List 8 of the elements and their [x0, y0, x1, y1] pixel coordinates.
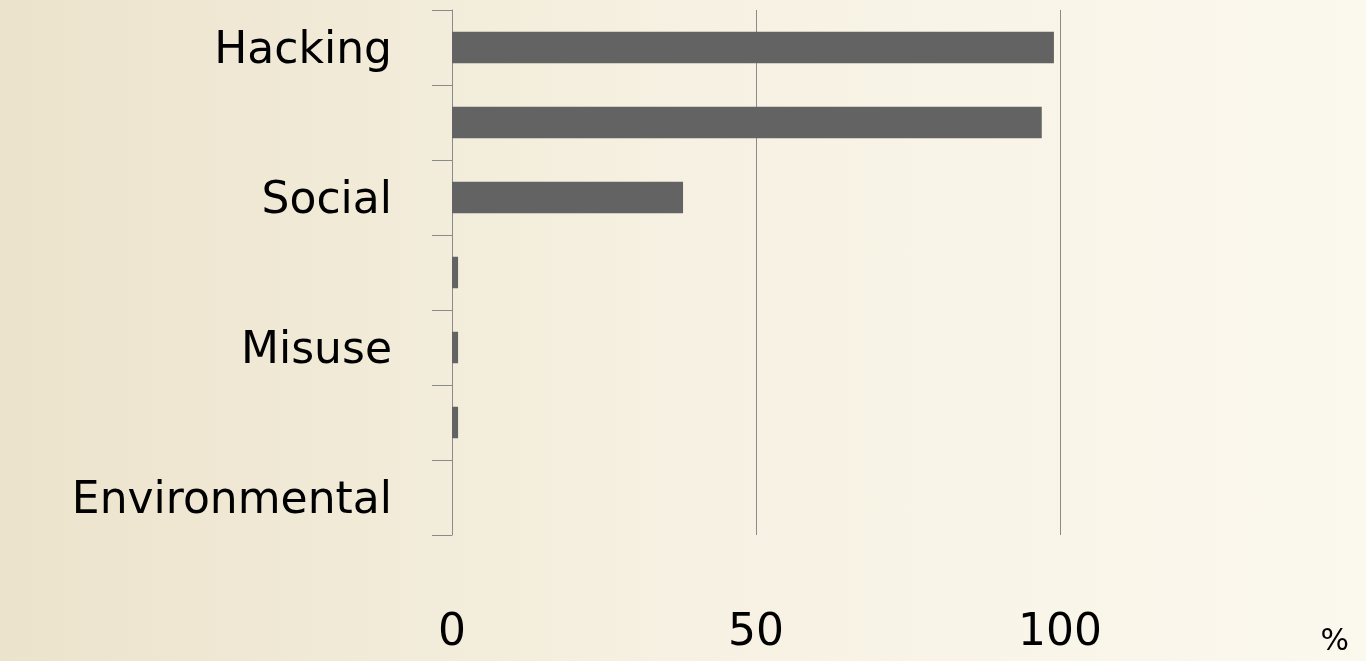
y-tick-label: Environmental	[71, 472, 392, 523]
x-axis-title: %	[1320, 621, 1350, 657]
y-tick-label: Misuse	[241, 322, 392, 373]
y-tick-label: Hacking	[214, 22, 392, 73]
x-tick-label: 50	[728, 603, 784, 655]
x-tick-label: 100	[1018, 603, 1102, 655]
x-tick-label: 0	[438, 603, 466, 655]
y-tick-label: Social	[261, 172, 392, 223]
